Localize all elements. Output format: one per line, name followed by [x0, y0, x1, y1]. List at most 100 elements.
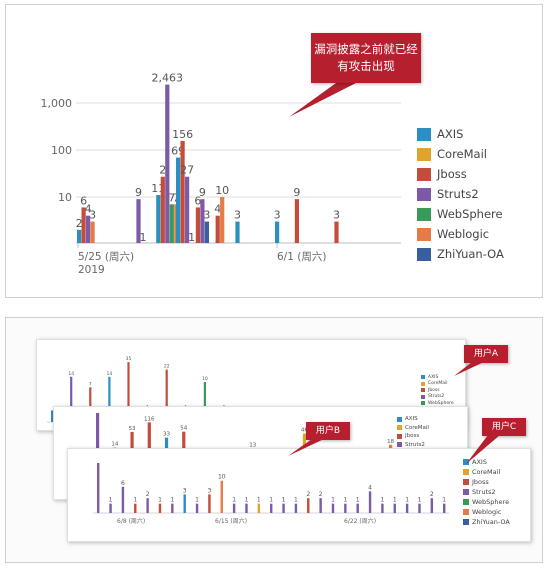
legend-swatch: [463, 479, 469, 485]
data-label: 2: [159, 164, 166, 177]
legend-swatch: [417, 227, 431, 241]
legend-label: ZhiYuan-OA: [437, 247, 504, 261]
annotation-text: 漏洞披露之前就已经有攻击出现: [314, 42, 418, 73]
bar-struts2: [270, 503, 273, 513]
legend-swatch: [421, 388, 425, 393]
legend-item-jboss: Jboss: [417, 164, 504, 184]
legend-label: CoreMail: [437, 147, 487, 161]
data-label: 2: [430, 491, 434, 498]
data-label: 1: [442, 497, 446, 504]
legend-item-axis: AXIS: [421, 374, 454, 381]
bar-struts2: [109, 503, 112, 513]
legend-label: AXIS: [428, 374, 439, 380]
x-tick-label: 6/15 (周六): [215, 517, 247, 525]
bar-struts2: [96, 413, 100, 481]
data-label: 22: [164, 364, 170, 370]
legend-label: Weblogic: [472, 508, 502, 516]
data-label: 1: [170, 497, 174, 504]
data-label: 1: [232, 497, 236, 504]
legend-swatch: [397, 425, 402, 431]
bar-axis: [183, 494, 186, 513]
bar-websphere: [203, 381, 206, 422]
bar-struts2: [232, 503, 236, 513]
legend-swatch: [417, 147, 431, 161]
legend-swatch: [463, 499, 469, 505]
bar-axis: [275, 221, 280, 243]
x-tick-label: 5/25 (周六): [78, 251, 134, 263]
legend-item-struts2: Struts2: [397, 441, 437, 450]
legend-item-websphere: WebSphere: [421, 400, 454, 407]
bar-struts2: [146, 498, 149, 513]
data-label: 1: [393, 497, 397, 504]
legend-swatch: [421, 375, 425, 380]
legend-swatch: [421, 394, 425, 399]
user-c-legend: AXIS CoreMail Jboss Struts2 WebSphere Weblogi…: [463, 457, 510, 527]
data-label: 1: [282, 497, 286, 504]
data-label: 156: [172, 128, 193, 141]
legend-label: Jboss: [405, 433, 420, 440]
data-label: 3: [208, 487, 212, 494]
bar-struts2: [86, 215, 91, 243]
data-label: 3: [183, 487, 187, 494]
legend-swatch: [421, 381, 425, 386]
legend-item-jboss: Jboss: [421, 387, 454, 394]
y-tick-label: 1,000: [41, 97, 73, 110]
data-label: 2: [306, 491, 310, 498]
main-legend: AXIS CoreMail Jboss Struts2 WebSphere Weblogi…: [417, 124, 504, 264]
legend-item-coremail: CoreMail: [417, 144, 504, 164]
bar-axis: [51, 410, 54, 422]
data-label: 6: [194, 194, 201, 207]
data-label: 1: [188, 231, 195, 244]
data-label: 1: [109, 497, 113, 504]
bar-struts2: [165, 84, 170, 244]
bar-struts2: [195, 503, 199, 513]
bar-struts2: [381, 503, 384, 513]
legend-label: WebSphere: [428, 400, 454, 406]
user-a-label: 用户A: [473, 349, 499, 359]
y-tick-label: 10: [58, 191, 72, 204]
data-label: 4: [214, 203, 221, 216]
legend-label: WebSphere: [437, 207, 503, 221]
legend-swatch: [421, 401, 425, 406]
legend-label: Struts2: [437, 187, 479, 201]
data-label: 1: [343, 497, 347, 504]
bar-weblogic: [220, 480, 223, 513]
legend-item-zhiyuan-oa: ZhiYuan-OA: [417, 244, 504, 264]
legend-swatch: [417, 247, 431, 261]
legend-swatch: [397, 442, 402, 448]
bar-jboss: [158, 503, 162, 513]
bar-jboss: [334, 221, 339, 243]
main-chart-panel: 10 100 1,000 5/25 (周六) 2019 6/1 (周六) 2 6 4 3 9 1 11 2…: [5, 4, 543, 298]
x-tick-label: 6/8 (周六): [117, 517, 145, 525]
bar-jboss: [81, 207, 86, 243]
data-label: 4: [85, 203, 92, 216]
bar-jboss: [134, 503, 137, 513]
bar-jboss: [165, 369, 168, 422]
bar-struts2: [97, 463, 100, 513]
bar-jboss: [127, 362, 130, 422]
bar-coremail: [257, 503, 261, 513]
data-label: 27: [180, 164, 194, 177]
legend-label: AXIS: [437, 127, 464, 141]
legend-swatch: [417, 207, 431, 221]
bar-struts2: [344, 503, 347, 513]
legend-item-jboss: Jboss: [397, 432, 437, 441]
data-label: 10: [218, 474, 226, 481]
callout-pointer: [289, 83, 356, 117]
bar-axis: [235, 221, 240, 243]
legend-label: CoreMail: [428, 381, 448, 387]
bar-struts2: [405, 503, 409, 513]
bar-jboss: [195, 207, 200, 243]
user-a-callout: 用户A: [464, 345, 508, 363]
legend-item-axis: AXIS: [417, 124, 504, 144]
user-c-label: 用户C: [491, 422, 517, 432]
data-label: 14: [107, 371, 113, 377]
legend-swatch: [397, 433, 402, 439]
data-label: 1: [418, 497, 422, 504]
legend-label: AXIS: [405, 416, 418, 423]
data-label: 54: [180, 426, 187, 432]
bar-struts2: [294, 503, 298, 513]
legend-label: Struts2: [405, 441, 425, 448]
data-label: 7: [168, 191, 175, 204]
